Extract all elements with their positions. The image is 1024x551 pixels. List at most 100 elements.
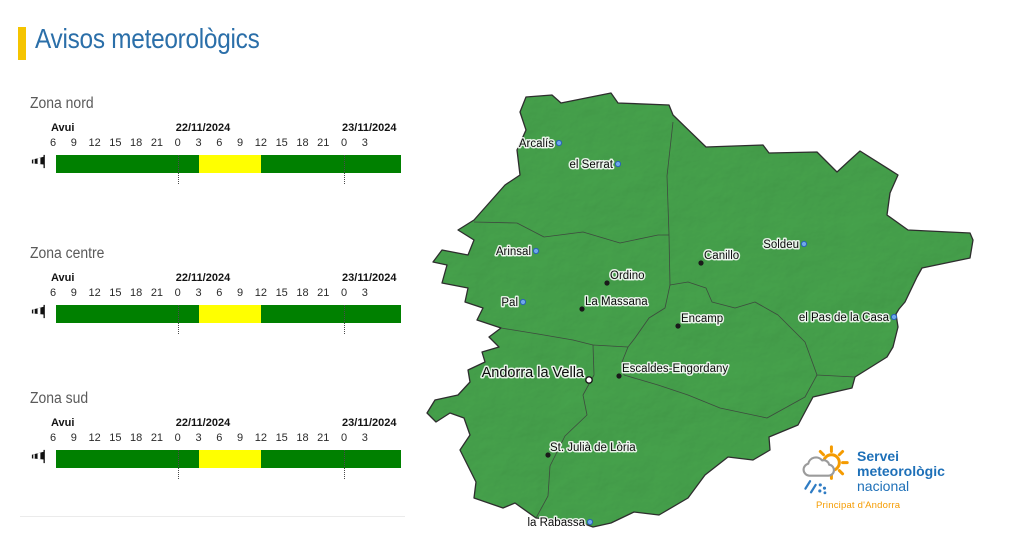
divider-line xyxy=(20,516,405,517)
hour-tick-label: 6 xyxy=(216,137,223,149)
hour-tick-label: 15 xyxy=(275,287,288,299)
hour-tick-label: 9 xyxy=(70,432,77,444)
place-dot-st-juli-de-l-ria[interactable] xyxy=(545,452,551,458)
hour-tick-label: 0 xyxy=(174,137,181,149)
hour-tick-label: 21 xyxy=(150,287,164,299)
hour-tick-label: 12 xyxy=(254,137,268,149)
yellow-warning-segment[interactable] xyxy=(198,305,261,323)
hour-tick-label: 21 xyxy=(150,432,164,444)
day-label: Avui xyxy=(51,417,75,429)
hour-tick-label: 6 xyxy=(49,287,57,299)
windsock-icon xyxy=(30,448,47,470)
place-dot-escaldes-engordany[interactable] xyxy=(616,373,622,379)
midnight-marker xyxy=(177,305,179,334)
day-label: 23/11/2024 xyxy=(342,122,397,134)
zone-name: Zona nord xyxy=(30,95,94,112)
windsock-icon xyxy=(30,303,47,325)
warning-level-bar[interactable] xyxy=(56,305,401,323)
hour-tick-label: 15 xyxy=(109,137,122,149)
zone-timeline: Zona centre Avui 22/11/2024 23/11/2024 6 9 12 1… xyxy=(30,245,440,355)
place-markers: Arcalís el Serrat Arinsal Soldeu Canillo Ordi… xyxy=(480,137,898,531)
country-border xyxy=(426,92,974,528)
yellow-warning-segment[interactable] xyxy=(198,450,261,468)
place-label-arcal-s: Arcalís xyxy=(519,138,554,150)
hour-tick-label: 3 xyxy=(361,287,368,299)
place-dot-pal[interactable] xyxy=(519,298,527,306)
hour-tick-label: 21 xyxy=(317,432,330,444)
hour-tick-label: 12 xyxy=(254,287,268,299)
place-label-encamp: Encamp xyxy=(681,313,723,325)
place-dot-soldeu[interactable] xyxy=(800,240,808,248)
hour-tick-label: 21 xyxy=(317,137,330,149)
hour-tick-label: 9 xyxy=(70,287,77,299)
place-dot-andorra-la-vella[interactable] xyxy=(585,376,593,384)
hour-tick-label: 15 xyxy=(109,432,122,444)
andorra-map: Arcalís el Serrat Arinsal Soldeu Canillo Ordi… xyxy=(415,76,1015,551)
place-label-canillo: Canillo xyxy=(704,250,739,262)
page-header: Avisos meteorològics xyxy=(0,0,420,70)
yellow-warning-segment[interactable] xyxy=(198,155,261,173)
hour-tick-label: 15 xyxy=(109,287,122,299)
hour-tick-label: 15 xyxy=(275,432,288,444)
warning-level-bar[interactable] xyxy=(56,450,401,468)
hour-tick-label: 18 xyxy=(296,432,309,444)
place-label-la-massana: La Massana xyxy=(585,296,648,308)
place-dot-canillo[interactable] xyxy=(698,260,704,266)
hour-tick-label: 9 xyxy=(70,137,77,149)
hour-tick-label: 21 xyxy=(317,287,330,299)
hour-tick-label: 6 xyxy=(216,432,223,444)
place-label-el-pas-de-la-casa: el Pas de la Casa xyxy=(799,312,890,324)
day-label: 22/11/2024 xyxy=(175,417,231,429)
hour-tick-label: 21 xyxy=(150,137,164,149)
place-dot-la-massana[interactable] xyxy=(579,306,585,312)
zone-timeline: Zona nord Avui 22/11/2024 23/11/2024 6 9 12 15 1… xyxy=(30,95,440,205)
hour-tick-label: 18 xyxy=(296,137,309,149)
midnight-marker xyxy=(177,450,179,479)
warning-level-bar[interactable] xyxy=(56,155,401,173)
place-dot-encamp[interactable] xyxy=(675,323,681,329)
hour-tick-label: 15 xyxy=(275,137,288,149)
hour-tick-label: 3 xyxy=(195,137,202,149)
hour-tick-label: 12 xyxy=(88,432,101,444)
place-label-escaldes-engordany: Escaldes-Engordany xyxy=(622,363,728,375)
hour-tick-label: 3 xyxy=(195,287,202,299)
andorra-map-svg: Arcalís el Serrat Arinsal Soldeu Canillo Ordi… xyxy=(426,92,974,531)
hour-tick-label: 3 xyxy=(361,137,368,149)
place-label-ordino: Ordino xyxy=(610,270,645,282)
hour-tick-label: 12 xyxy=(88,137,101,149)
place-label-pal: Pal xyxy=(501,297,518,309)
hour-tick-label: 9 xyxy=(237,432,244,444)
page-title: Avisos meteorològics xyxy=(35,23,260,54)
place-dot-arinsal[interactable] xyxy=(532,247,540,255)
midnight-marker xyxy=(344,450,346,479)
midnight-marker xyxy=(177,155,179,184)
sun-cloud-rain-icon xyxy=(802,445,849,495)
day-label: 23/11/2024 xyxy=(342,417,397,429)
hour-tick-label: 18 xyxy=(296,287,309,299)
windsock-icon xyxy=(30,153,47,175)
hour-tick-label: 9 xyxy=(237,137,244,149)
hour-tick-label: 6 xyxy=(49,137,57,149)
hour-tick-label: 12 xyxy=(88,287,101,299)
place-label-el-serrat: el Serrat xyxy=(570,159,614,171)
hour-tick-label: 3 xyxy=(361,432,368,444)
place-dot-el-pas-de-la-casa[interactable] xyxy=(890,313,898,321)
logo-text-servei: Servei xyxy=(857,447,900,464)
logo-text-nacional: nacional xyxy=(857,477,910,494)
place-label-soldeu: Soldeu xyxy=(763,239,799,251)
hour-tick-label: 9 xyxy=(237,287,244,299)
midnight-marker xyxy=(344,155,346,184)
place-dot-el-serrat[interactable] xyxy=(614,160,622,168)
hour-tick-label: 6 xyxy=(216,287,223,299)
zone-name: Zona sud xyxy=(30,390,89,407)
smn-logo: Servei meteorològic nacional Principat d… xyxy=(798,444,983,511)
place-dot-ordino[interactable] xyxy=(604,280,610,286)
hour-tick-label: 0 xyxy=(174,287,181,299)
place-dot-arcal-s[interactable] xyxy=(555,139,563,147)
place-label-la-rabassa: la Rabassa xyxy=(527,517,585,529)
midnight-marker xyxy=(344,305,346,334)
place-label-andorra-la-vella: Andorra la Vella xyxy=(482,365,585,381)
place-dot-la-rabassa[interactable] xyxy=(586,518,594,526)
day-label: 22/11/2024 xyxy=(175,122,231,134)
title-accent-bar xyxy=(18,27,26,60)
